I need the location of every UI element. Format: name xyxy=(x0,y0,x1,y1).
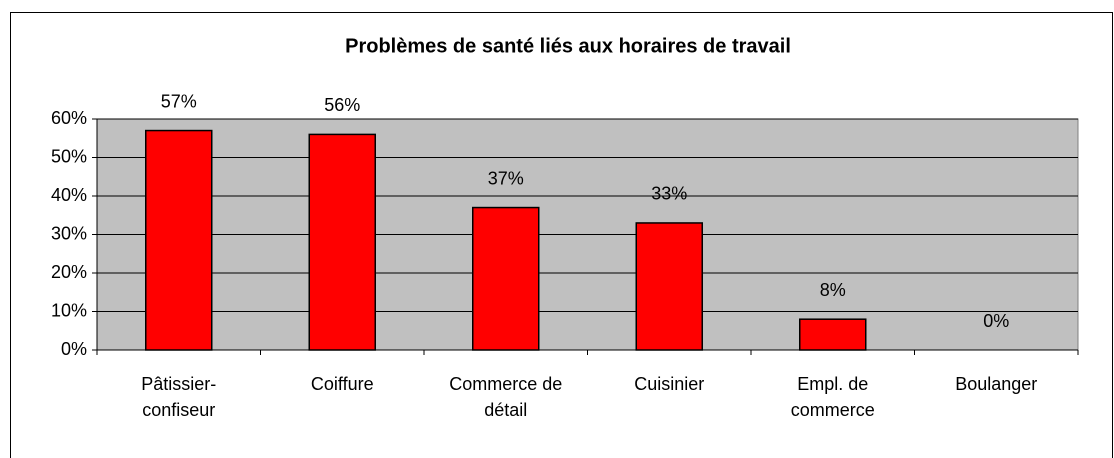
data-label: 57% xyxy=(161,91,197,111)
y-tick-label: 60% xyxy=(51,108,87,128)
x-tick-label: Cuisinier xyxy=(634,374,705,394)
chart-title: Problèmes de santé liés aux horaires de … xyxy=(345,35,791,57)
y-tick-label: 0% xyxy=(61,339,87,359)
y-tick-label: 30% xyxy=(51,223,87,243)
bar xyxy=(635,222,703,351)
x-tick-label: Empl. de commerce xyxy=(790,374,875,420)
x-tick-label: Pâtissier-confiseur xyxy=(141,374,217,420)
y-tick-label: 50% xyxy=(51,146,87,166)
bar xyxy=(799,318,867,351)
bar xyxy=(308,133,376,351)
bar xyxy=(145,129,213,351)
y-tick-label: 20% xyxy=(51,262,87,282)
data-label: 33% xyxy=(651,184,687,204)
data-label: 56% xyxy=(324,95,360,115)
data-label: 0% xyxy=(983,311,1009,331)
data-label: 37% xyxy=(488,168,524,188)
x-tick-label: Boulanger xyxy=(955,374,1038,394)
data-label: 8% xyxy=(820,280,846,300)
x-tick-label: Commerce de détail xyxy=(449,374,563,420)
y-tick-label: 10% xyxy=(51,300,87,320)
y-tick-label: 40% xyxy=(51,185,87,205)
bar xyxy=(472,206,540,351)
x-tick-label: Coiffure xyxy=(310,374,374,394)
